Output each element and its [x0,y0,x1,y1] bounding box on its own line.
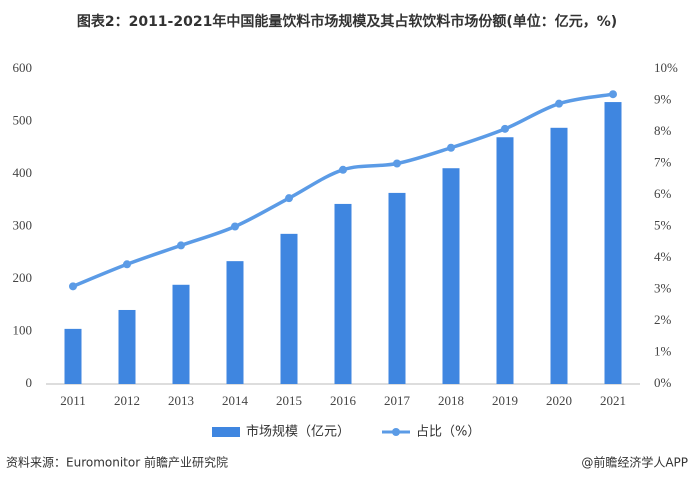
bar [604,102,622,384]
line-point [177,241,185,250]
bar [226,261,244,384]
line-point [393,159,401,168]
x-tick-label: 2021 [600,393,626,408]
bar [550,127,568,385]
x-tick-label: 2016 [330,393,357,408]
y-tick-label: 0 [26,375,33,390]
y-tick-label: 100 [13,322,33,337]
line-point [609,90,617,99]
y-tick-label: 300 [13,217,33,232]
credit: @前瞻经济学人APP [581,455,688,470]
bar [118,309,136,384]
line-point [339,165,347,174]
y2-tick-label: 1% [654,343,672,358]
x-tick-label: 2013 [168,393,194,408]
x-tick-label: 2018 [438,393,464,408]
bar [280,233,298,384]
y2-tick-label: 4% [654,249,672,264]
y2-tick-label: 2% [654,312,672,327]
y2-tick-label: 7% [654,154,672,169]
bar [64,328,82,384]
line-point [447,143,455,152]
bar [496,137,514,384]
legend-label: 市场规模（亿元） [246,424,350,440]
bar [442,168,460,384]
x-tick-label: 2012 [114,393,140,408]
x-tick-label: 2014 [222,393,249,408]
y-tick-label: 500 [13,112,33,127]
legend-swatch [212,427,240,437]
x-tick-label: 2011 [60,393,86,408]
y-tick-label: 400 [13,165,33,180]
y2-tick-label: 6% [654,186,672,201]
y-tick-label: 600 [13,60,33,75]
y2-tick-label: 0% [654,375,672,390]
y2-tick-label: 5% [654,217,672,232]
bar [334,203,352,384]
legend-swatch [392,428,400,436]
y2-tick-label: 3% [654,280,672,295]
y2-tick-label: 9% [654,91,672,106]
line-point [501,124,509,133]
line-point [555,99,563,108]
bar [172,284,190,384]
y-tick-label: 200 [13,270,33,285]
y2-tick-label: 10% [654,60,678,75]
bar [388,192,406,384]
chart-title: 图表2：2011-2021年中国能量饮料市场规模及其占软饮料市场份额(单位：亿元… [77,13,617,30]
source: 资料来源：Euromonitor 前瞻产业研究院 [6,455,228,470]
y2-tick-label: 8% [654,123,672,138]
legend-label: 占比（%） [416,425,480,440]
x-tick-label: 2019 [492,393,518,408]
line-point [231,222,239,231]
line-point [123,260,131,269]
line-point [285,194,293,203]
line-point [69,282,77,291]
x-tick-label: 2017 [384,393,411,408]
x-tick-label: 2020 [546,393,572,408]
x-tick-label: 2015 [276,393,302,408]
